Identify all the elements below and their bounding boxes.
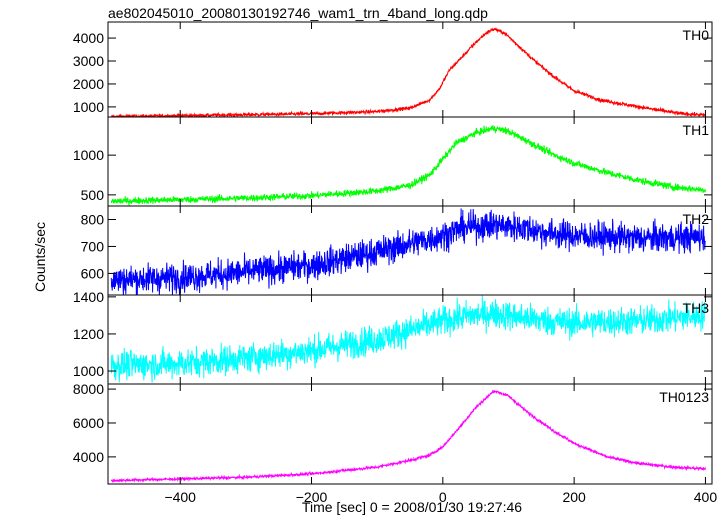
x-tick-label: −400 xyxy=(164,489,196,505)
y-tick-label: 1000 xyxy=(73,363,104,379)
series-line-th0123 xyxy=(110,389,706,484)
y-tick-label: 4000 xyxy=(73,30,104,46)
panel-label: TH2 xyxy=(683,211,710,227)
panel-th1: 500 1000 TH1 xyxy=(73,116,713,207)
y-tick-label: 500 xyxy=(81,187,105,203)
panel-label: TH3 xyxy=(683,300,710,316)
panel-th3: 1000 1200 1400 TH3 xyxy=(73,289,713,385)
series-line-th1 xyxy=(110,125,706,206)
y-tick-label: 8000 xyxy=(73,381,104,397)
y-tick-label: 1000 xyxy=(73,147,104,163)
series-line-th2 xyxy=(110,208,706,295)
y-tick-label: 1000 xyxy=(73,99,104,115)
panel-label: TH0123 xyxy=(659,389,709,405)
panel-th2: 600 700 800 TH2 xyxy=(81,205,713,296)
panel-label: TH0 xyxy=(683,27,710,43)
y-tick-label: 1400 xyxy=(73,289,104,305)
y-tick-label: 600 xyxy=(81,265,105,281)
y-tick-label: 4000 xyxy=(73,449,104,465)
series-line-th3 xyxy=(110,295,706,383)
panel-th0: 1000 2000 3000 4000 TH0 xyxy=(73,21,713,118)
x-tick-label: 0 xyxy=(439,489,447,505)
y-tick-label: 1200 xyxy=(73,326,104,342)
y-tick-label: 800 xyxy=(81,211,105,227)
series-line-th0 xyxy=(110,27,706,117)
x-axis-label: Time [sec] 0 = 2008/01/30 19:27:46 xyxy=(302,499,522,515)
panel-frame xyxy=(107,116,713,207)
y-tick-label: 3000 xyxy=(73,53,104,69)
x-tick-label: 400 xyxy=(694,489,718,505)
y-tick-label: 2000 xyxy=(73,76,104,92)
panel-th0123: 4000 6000 8000 TH0123 xyxy=(73,381,713,485)
x-tick-label: 200 xyxy=(562,489,586,505)
y-tick-label: 700 xyxy=(81,238,105,254)
panel-frame xyxy=(107,21,713,118)
x-tick-label: −200 xyxy=(296,489,328,505)
chart-title: ae802045010_20080130192746_wam1_trn_4ban… xyxy=(108,5,488,21)
panel-frame xyxy=(107,383,713,485)
y-tick-label: 6000 xyxy=(73,415,104,431)
y-axis-label: Counts/sec xyxy=(32,222,48,292)
panel-label: TH1 xyxy=(683,122,710,138)
